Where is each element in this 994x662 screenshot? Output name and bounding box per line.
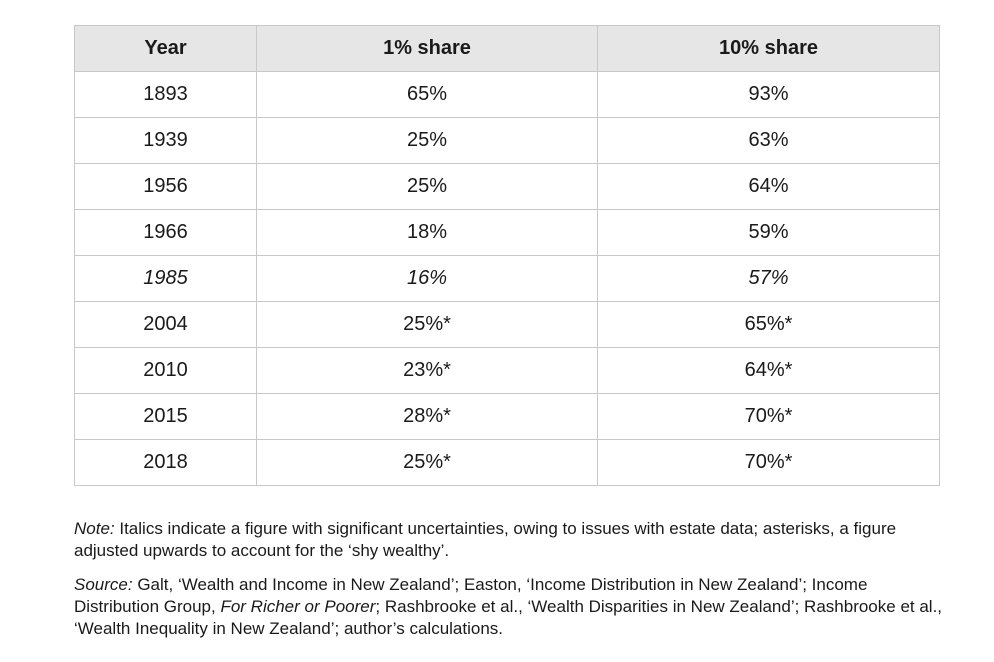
- cell-ten-percent-share: 65%*: [597, 301, 940, 348]
- table-row: 2018 25%* 70%*: [74, 439, 940, 486]
- table-notes: Note: Italics indicate a figure with sig…: [74, 518, 954, 652]
- wealth-share-table: Year 1% share 10% share 1893 65% 93% 193…: [74, 25, 940, 486]
- cell-year: 1939: [74, 117, 257, 164]
- cell-one-percent-share: 25%: [256, 163, 598, 210]
- table-header-row: Year 1% share 10% share: [74, 25, 940, 72]
- cell-ten-percent-share: 70%*: [597, 393, 940, 440]
- cell-year: 1956: [74, 163, 257, 210]
- wealth-share-table-container: Year 1% share 10% share 1893 65% 93% 193…: [74, 25, 940, 486]
- cell-year: 2010: [74, 347, 257, 394]
- cell-ten-percent-share: 57%: [597, 255, 940, 302]
- column-header-ten-percent-share: 10% share: [597, 25, 940, 72]
- table-row: 1985 16% 57%: [74, 255, 940, 302]
- cell-year: 2015: [74, 393, 257, 440]
- table-body: 1893 65% 93% 1939 25% 63% 1956 25% 64% 1…: [74, 71, 940, 486]
- cell-ten-percent-share: 64%: [597, 163, 940, 210]
- cell-one-percent-share: 65%: [256, 71, 598, 118]
- source-text-part2: ; Rashbrooke et al., ‘Wealth Disparities…: [74, 597, 943, 638]
- table-row: 1956 25% 64%: [74, 163, 940, 210]
- table-row: 2010 23%* 64%*: [74, 347, 940, 394]
- cell-ten-percent-share: 93%: [597, 71, 940, 118]
- cell-year: 1893: [74, 71, 257, 118]
- table-row: 1966 18% 59%: [74, 209, 940, 256]
- source-italic-title: For Richer or Poorer: [220, 597, 376, 616]
- cell-year: 2018: [74, 439, 257, 486]
- cell-year: 2004: [74, 301, 257, 348]
- note-label: Note:: [74, 519, 115, 538]
- table-row: 1893 65% 93%: [74, 71, 940, 118]
- cell-one-percent-share: 25%: [256, 117, 598, 164]
- table-row: 1939 25% 63%: [74, 117, 940, 164]
- cell-one-percent-share: 23%*: [256, 347, 598, 394]
- column-header-year: Year: [74, 25, 257, 72]
- cell-one-percent-share: 16%: [256, 255, 598, 302]
- table-row: 2015 28%* 70%*: [74, 393, 940, 440]
- cell-one-percent-share: 25%*: [256, 301, 598, 348]
- source-text-part1: Galt, ‘Wealth and Income in New Zealand’…: [74, 575, 868, 616]
- cell-one-percent-share: 28%*: [256, 393, 598, 440]
- source-label: Source:: [74, 575, 133, 594]
- cell-ten-percent-share: 63%: [597, 117, 940, 164]
- column-header-one-percent-share: 1% share: [256, 25, 598, 72]
- cell-one-percent-share: 18%: [256, 209, 598, 256]
- cell-one-percent-share: 25%*: [256, 439, 598, 486]
- cell-ten-percent-share: 70%*: [597, 439, 940, 486]
- cell-ten-percent-share: 64%*: [597, 347, 940, 394]
- note-paragraph: Note: Italics indicate a figure with sig…: [74, 518, 954, 562]
- cell-year: 1985: [74, 255, 257, 302]
- note-text: Italics indicate a figure with significa…: [74, 519, 897, 560]
- cell-year: 1966: [74, 209, 257, 256]
- source-paragraph: Source: Galt, ‘Wealth and Income in New …: [74, 574, 954, 640]
- cell-ten-percent-share: 59%: [597, 209, 940, 256]
- table-row: 2004 25%* 65%*: [74, 301, 940, 348]
